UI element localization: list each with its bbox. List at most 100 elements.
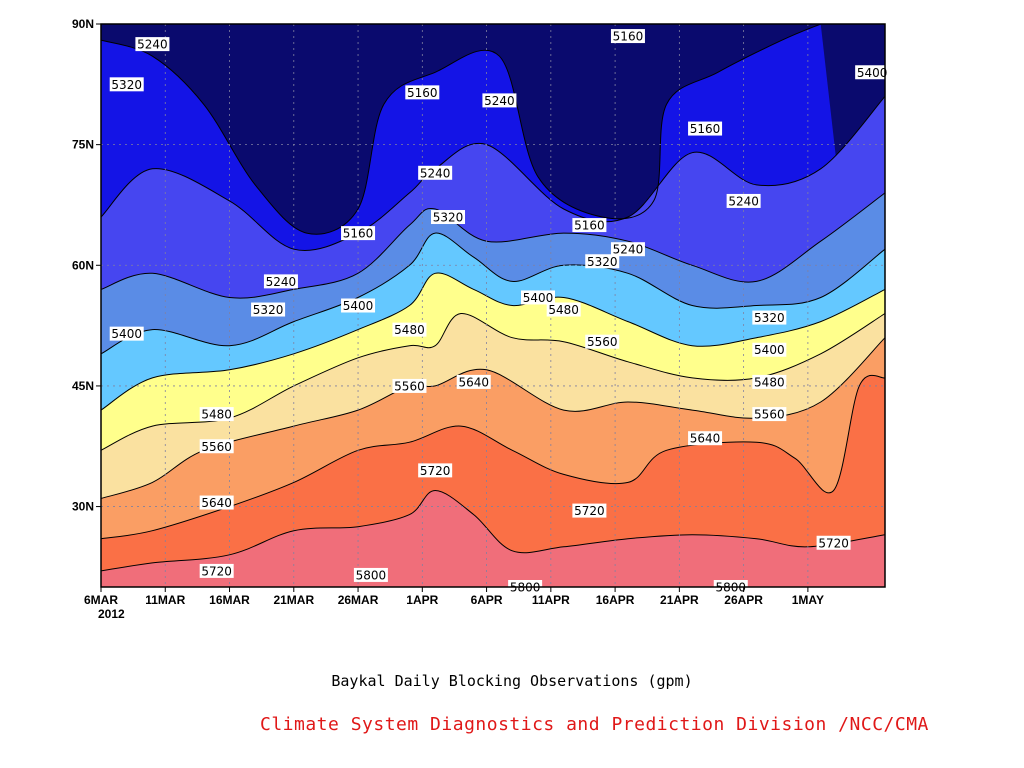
x-tick-label: 1APR — [406, 593, 438, 607]
contour-label: 5240 — [484, 94, 515, 108]
x-year-label: 2012 — [98, 607, 125, 621]
contour-label-box — [392, 322, 427, 337]
grid-lines — [101, 24, 885, 587]
contour-line-5480 — [100, 272, 886, 411]
contour-label: 5400 — [857, 66, 888, 80]
contour-label-box — [520, 290, 555, 305]
contour-label-box — [199, 407, 234, 422]
y-tick-label: 30N — [72, 500, 94, 514]
x-tick-label: 21APR — [660, 593, 699, 607]
contour-label: 5240 — [420, 166, 451, 180]
x-tick-label: 26APR — [724, 593, 763, 607]
plot-frame — [100, 23, 886, 588]
contour-label-box — [855, 65, 890, 80]
contour-label-box — [752, 374, 787, 389]
contour-label-box — [688, 121, 723, 136]
contour-label: 5480 — [394, 323, 425, 337]
contour-label-box — [251, 302, 286, 317]
contour-label-box — [482, 93, 517, 108]
contour-label: 5560 — [587, 335, 618, 349]
contour-label-box — [752, 310, 787, 325]
contour-label-box — [418, 463, 453, 478]
contour-label-box — [610, 242, 645, 257]
x-tick-label: 11MAR — [145, 593, 185, 607]
x-tick-label: 1MAY — [792, 593, 824, 607]
contour-label: 5320 — [433, 211, 464, 225]
y-tick-label: 75N — [72, 138, 94, 152]
contour-label-box — [392, 378, 427, 393]
contour-label-box — [816, 535, 851, 550]
contour-label: 5400 — [343, 299, 374, 313]
contour-line-5320 — [100, 192, 886, 299]
band-fill-5800 — [101, 490, 885, 587]
contour-label-box — [585, 334, 620, 349]
contour-label: 5320 — [587, 255, 618, 269]
contour-label: 5160 — [407, 86, 438, 100]
x-tick-label: 21MAR — [273, 593, 314, 607]
contour-label: 5400 — [111, 327, 142, 341]
contour-label: 5720 — [201, 564, 232, 578]
contour-label-box — [199, 563, 234, 578]
contour-label-box — [341, 226, 376, 241]
x-tick-label: 16APR — [596, 593, 635, 607]
contour-label: 5640 — [201, 496, 232, 510]
contour-label-box — [456, 374, 491, 389]
contour-label-box — [572, 503, 607, 518]
contour-label: 5160 — [343, 227, 374, 241]
contour-label-box — [109, 326, 144, 341]
contour-label: 5400 — [523, 291, 554, 305]
contour-label: 5240 — [137, 38, 168, 52]
chart-caption: Baykal Daily Blocking Observations (gpm) — [331, 672, 693, 690]
contour-label-box — [341, 298, 376, 313]
contour-line-5160 — [100, 23, 821, 235]
x-tick-label: 6MAR — [84, 593, 118, 607]
contour-label: 5640 — [690, 432, 721, 446]
contour-label-box — [688, 431, 723, 446]
credit-line: Climate System Diagnostics and Predictio… — [260, 714, 929, 735]
contour-label-box — [418, 165, 453, 180]
contour-label: 5560 — [201, 440, 232, 454]
x-tick-label: 26MAR — [338, 593, 379, 607]
contour-line-5240 — [100, 96, 886, 251]
contour-label: 5240 — [266, 275, 297, 289]
contour-line-5720 — [100, 374, 886, 540]
contour-label: 5160 — [574, 219, 605, 233]
contour-label-box — [572, 218, 607, 233]
contour-label-box — [610, 29, 645, 44]
contour-label-box — [431, 210, 466, 225]
contour-label-box — [752, 407, 787, 422]
contour-label: 5720 — [818, 536, 849, 550]
contour-label-box — [199, 439, 234, 454]
contour-label: 5240 — [728, 194, 759, 208]
contour-label-box — [546, 302, 581, 317]
x-tick-label: 16MAR — [209, 593, 250, 607]
contour-label: 5160 — [613, 30, 644, 44]
contour-label: 5800 — [356, 568, 387, 582]
contour-line-5800 — [100, 489, 886, 572]
contour-label: 5720 — [420, 464, 451, 478]
contour-label-box — [752, 342, 787, 357]
contour-label-box — [109, 77, 144, 92]
y-tick-label: 45N — [72, 379, 94, 393]
contour-label: 5400 — [754, 343, 785, 357]
contour-label: 5240 — [613, 243, 644, 257]
contour-label: 5320 — [253, 303, 284, 317]
contour-label: 5160 — [690, 122, 721, 136]
contour-label: 5480 — [754, 375, 785, 389]
contour-label: 5640 — [458, 375, 489, 389]
y-tick-label: 60N — [72, 258, 94, 272]
contour-labels: 5240532051605240516054005160524051605320… — [109, 29, 890, 595]
contour-label-box — [199, 495, 234, 510]
contour-fills — [101, 24, 885, 588]
contour-label-box — [353, 567, 388, 582]
x-axis: 6MAR 11MAR 16MAR 21MAR 26MAR 1APR 6APR 11APR 16A… — [84, 587, 824, 621]
y-tick-label: 90N — [72, 17, 94, 31]
contour-label-box — [405, 85, 440, 100]
contour-label: 5560 — [754, 408, 785, 422]
contour-line-5560 — [100, 312, 886, 451]
x-tick-label: 11APR — [532, 593, 570, 607]
contour-label: 5560 — [394, 379, 425, 393]
contour-label: 5480 — [201, 408, 232, 422]
contour-line-5400 — [100, 232, 886, 355]
